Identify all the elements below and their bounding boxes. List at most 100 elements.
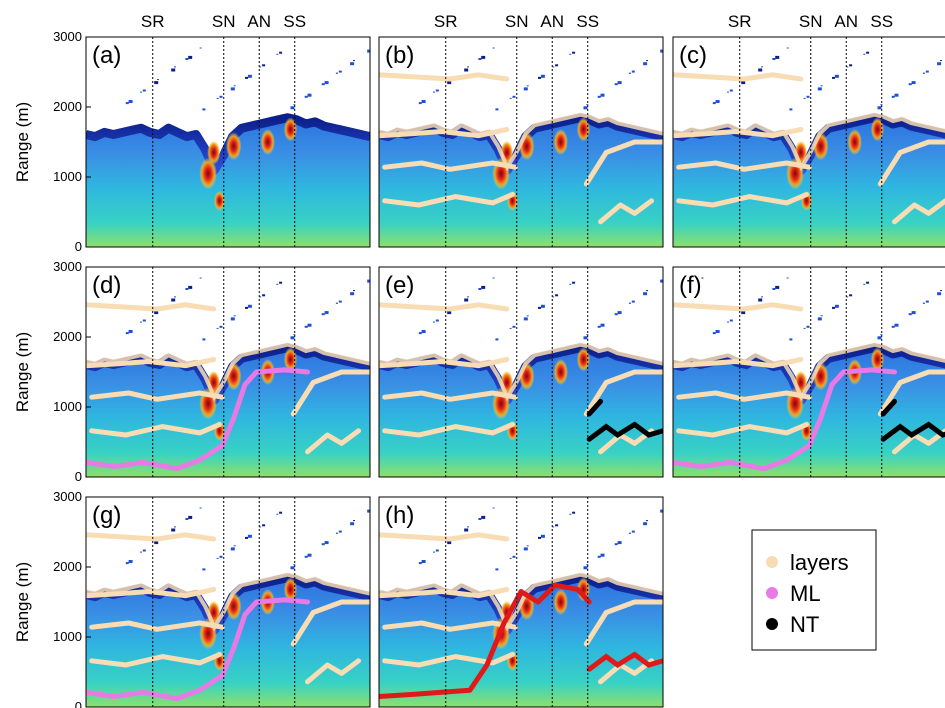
cloud-speck bbox=[324, 311, 329, 315]
cloud-speck bbox=[321, 543, 325, 546]
panel-b: (b) bbox=[378, 36, 664, 248]
cloud-speck bbox=[481, 55, 486, 59]
cloud-speck bbox=[614, 313, 618, 316]
cloud-speck bbox=[832, 306, 835, 309]
layer-track bbox=[305, 428, 362, 455]
cloud-speck bbox=[304, 95, 308, 98]
cloud-speck bbox=[817, 317, 822, 321]
cloud-speck bbox=[199, 47, 202, 49]
backscatter-field bbox=[379, 114, 663, 247]
cloud-speck bbox=[643, 522, 648, 526]
cloud-speck bbox=[350, 292, 355, 296]
cloud-speck bbox=[128, 330, 133, 333]
cloud-speck bbox=[154, 311, 159, 315]
cloud-speck bbox=[202, 568, 206, 571]
cloud-speck bbox=[772, 288, 776, 290]
cloud-speck bbox=[245, 306, 248, 309]
cloud-speck bbox=[631, 300, 635, 303]
cloud-speck bbox=[188, 55, 193, 59]
plume-hotspot bbox=[553, 129, 568, 155]
cloud-speck bbox=[538, 306, 541, 309]
cloud-speck bbox=[279, 511, 283, 514]
cloud-speck bbox=[631, 530, 635, 533]
panel-label: (e) bbox=[385, 272, 414, 299]
cloud-speck bbox=[367, 49, 370, 53]
cloud-speck bbox=[367, 509, 370, 513]
cloud-speck bbox=[597, 95, 601, 98]
cloud-speck bbox=[230, 87, 235, 91]
cloud-speck bbox=[820, 85, 823, 87]
plume-hotspot bbox=[283, 577, 298, 602]
y-tick-label: 3000 bbox=[53, 489, 82, 504]
cloud-speck bbox=[789, 338, 793, 341]
cloud-speck bbox=[643, 62, 648, 66]
cloud-speck bbox=[849, 294, 853, 297]
cloud-speck bbox=[908, 83, 912, 86]
cloud-speck bbox=[583, 336, 588, 340]
cloud-speck bbox=[922, 302, 925, 304]
cloud-speck bbox=[925, 70, 929, 73]
panel-frame bbox=[672, 266, 945, 478]
cloud-speck bbox=[775, 285, 780, 289]
cloud-speck bbox=[140, 91, 142, 93]
panel-label: (h) bbox=[385, 502, 414, 529]
panel-frame bbox=[378, 496, 664, 708]
cloud-speck bbox=[230, 317, 235, 321]
cloud-speck bbox=[495, 108, 499, 111]
cloud-speck bbox=[540, 534, 545, 538]
layer-track bbox=[676, 160, 812, 172]
cloud-speck bbox=[911, 311, 916, 315]
cloud-speck bbox=[789, 108, 793, 111]
cloud-speck bbox=[307, 323, 312, 327]
cloud-speck bbox=[715, 330, 720, 333]
time-marker-label: AN bbox=[247, 12, 271, 31]
y-tick-label: 1000 bbox=[53, 629, 82, 644]
cloud-speck bbox=[911, 81, 916, 85]
y-tick-label: 1000 bbox=[53, 399, 82, 414]
cloud-speck bbox=[863, 53, 866, 55]
cloud-speck bbox=[523, 87, 528, 91]
time-marker-label: AN bbox=[540, 12, 564, 31]
cloud-speck bbox=[526, 315, 529, 317]
cloud-speck bbox=[262, 294, 266, 297]
cloud-speck bbox=[569, 283, 572, 285]
cloud-speck bbox=[509, 97, 512, 99]
plume-hotspot bbox=[847, 129, 862, 155]
cloud-speck bbox=[247, 534, 252, 538]
panel-h: (h) bbox=[378, 496, 664, 708]
nt-track bbox=[586, 421, 663, 442]
cloud-speck bbox=[758, 298, 763, 302]
cloud-speck bbox=[614, 83, 618, 86]
panel-plot-area bbox=[86, 497, 370, 707]
cloud-speck bbox=[523, 317, 528, 321]
plume-hotspot bbox=[260, 129, 275, 155]
cloud-speck bbox=[185, 288, 189, 290]
y-tick-label: 3000 bbox=[53, 259, 82, 274]
cloud-speck bbox=[353, 290, 355, 292]
panel-frame bbox=[85, 266, 371, 478]
legend-label: layers bbox=[790, 550, 849, 575]
layer-track bbox=[892, 198, 945, 225]
cloud-speck bbox=[646, 290, 648, 292]
cloud-speck bbox=[447, 81, 452, 85]
layer-track bbox=[86, 532, 217, 542]
panel-plot-area bbox=[673, 267, 945, 477]
plume-hotspot bbox=[199, 157, 217, 190]
cloud-speck bbox=[617, 311, 622, 315]
cloud-speck bbox=[219, 555, 223, 558]
layer-track bbox=[382, 652, 515, 668]
cloud-speck bbox=[614, 543, 618, 546]
plume-hotspot bbox=[870, 117, 885, 142]
panel-label: (d) bbox=[92, 272, 121, 299]
plume-hotspot bbox=[576, 347, 591, 372]
layer-track bbox=[89, 620, 225, 632]
panel-frame bbox=[85, 36, 371, 248]
panel-plot-area bbox=[379, 497, 663, 707]
cloud-speck bbox=[233, 85, 236, 87]
cloud-speck bbox=[523, 547, 528, 551]
layer-track bbox=[598, 658, 655, 685]
cloud-speck bbox=[586, 104, 589, 106]
layer-track bbox=[379, 532, 510, 542]
cloud-speck bbox=[481, 515, 486, 519]
cloud-speck bbox=[304, 325, 308, 328]
